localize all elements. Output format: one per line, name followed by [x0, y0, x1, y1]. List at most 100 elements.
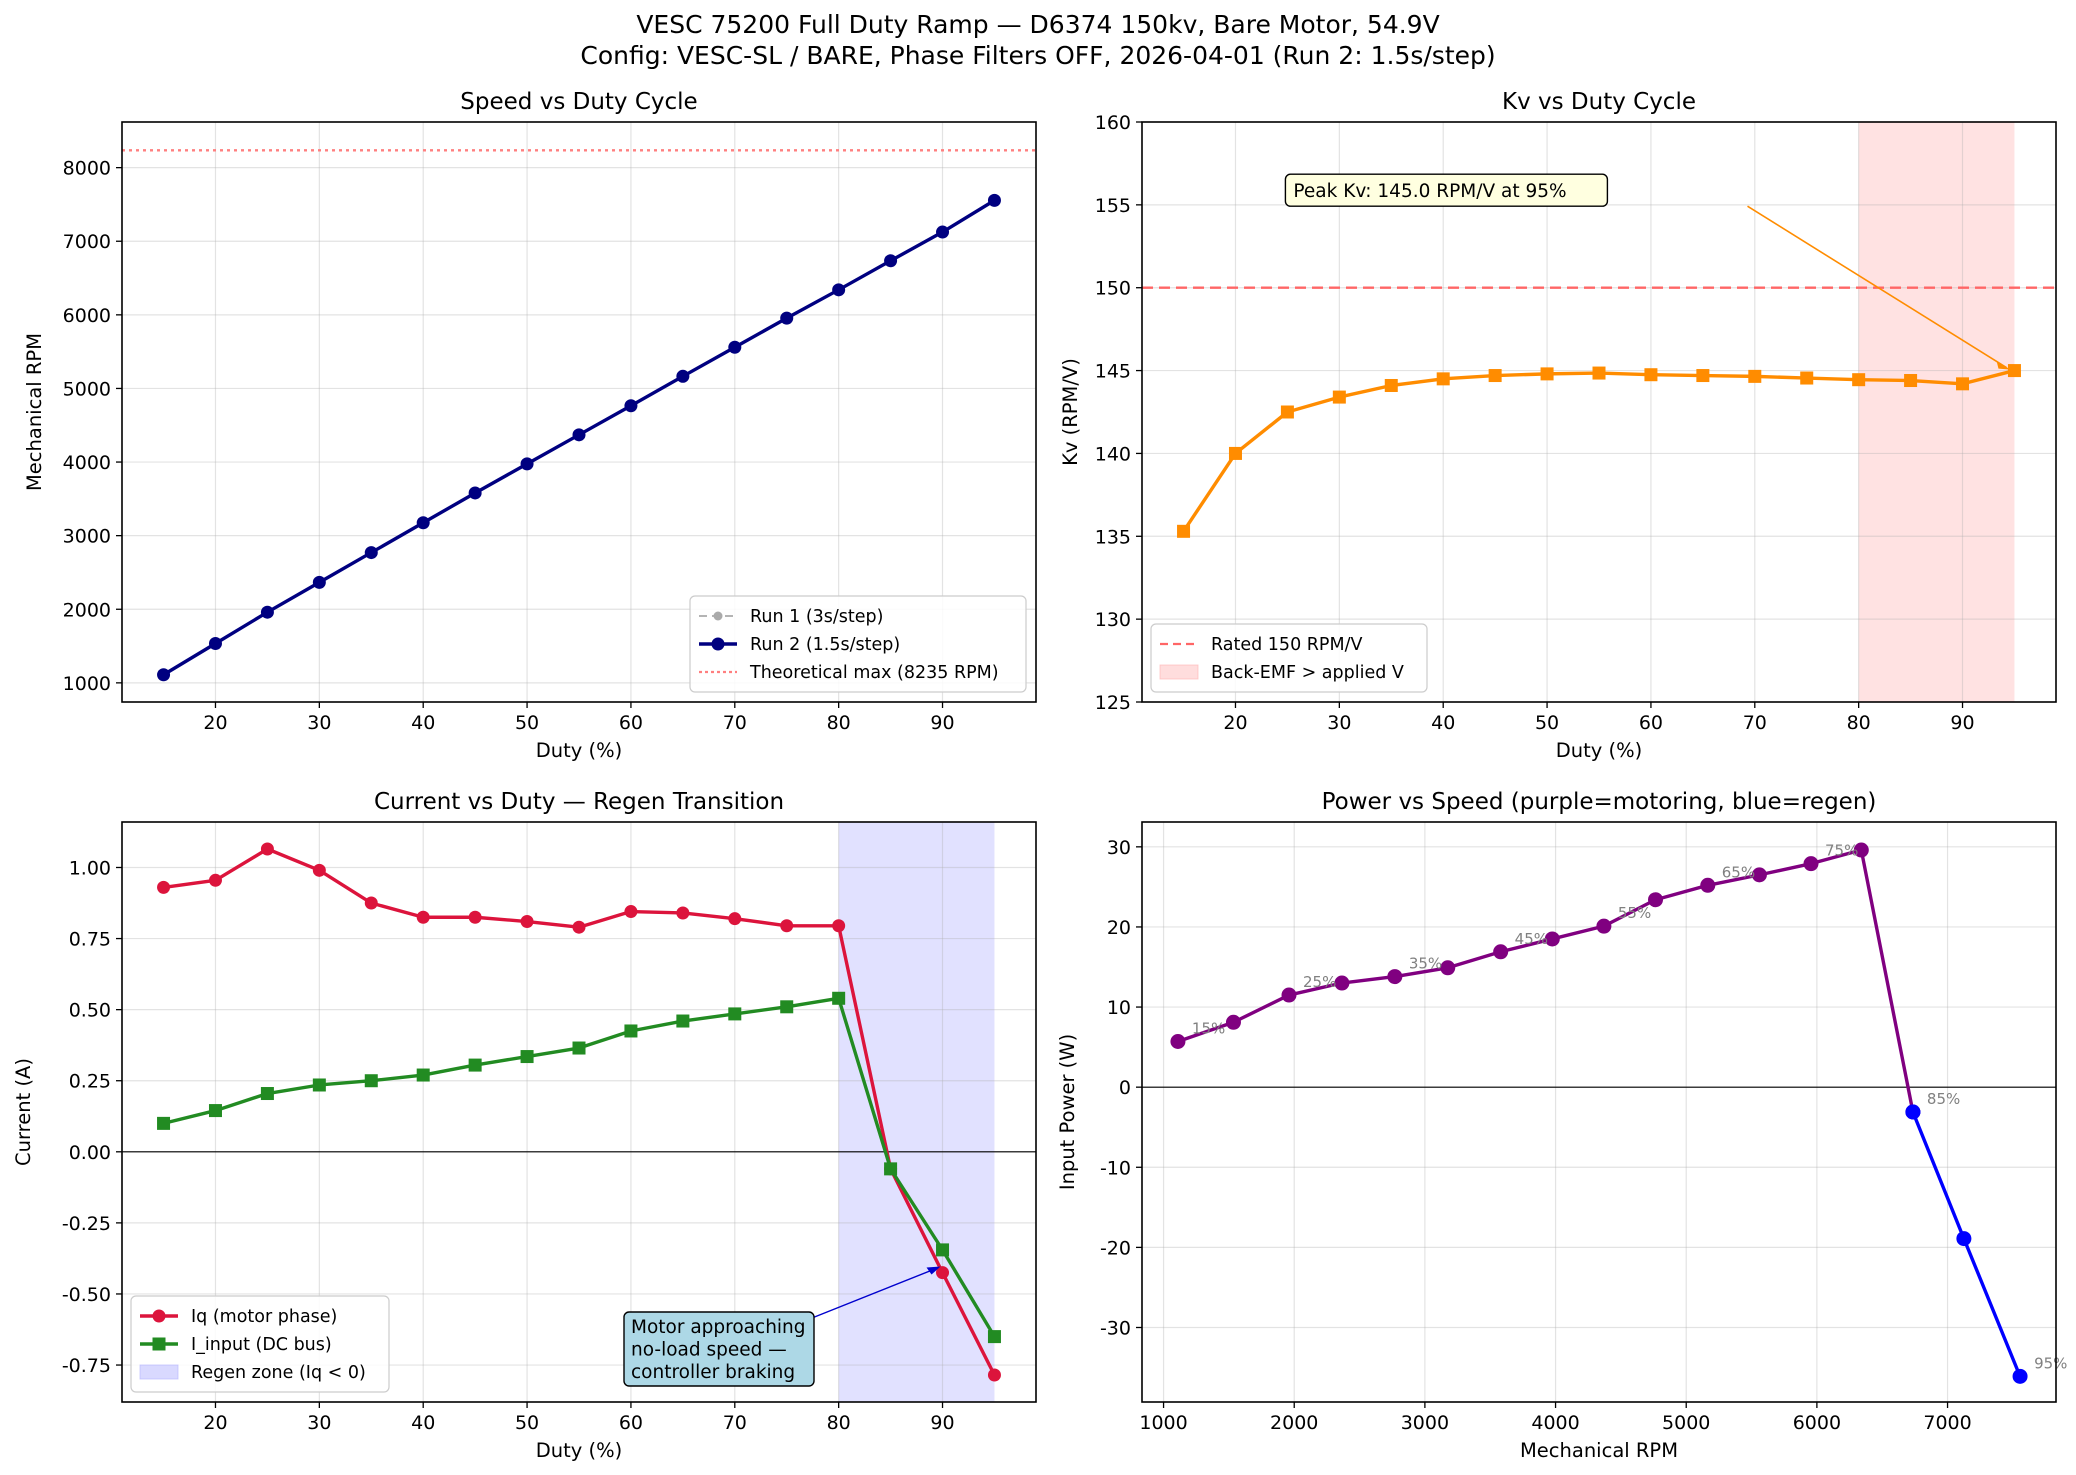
data-point — [884, 1162, 898, 1176]
x-axis-label: Duty (%) — [536, 739, 623, 762]
data-point — [572, 920, 586, 934]
x-tick-label: 60 — [1639, 712, 1663, 734]
data-point — [157, 880, 171, 894]
legend-label: Back-EMF > applied V — [1211, 663, 1404, 683]
legend-label: Run 2 (1.5s/step) — [750, 635, 900, 655]
data-point — [936, 1243, 950, 1257]
x-tick-label: 5000 — [1662, 1412, 1710, 1434]
current-vs-duty-panel: 20 30 40 50 60 70 80 90 -0.75 -0.50 -0.25 0.00 0.25 0… — [12, 789, 1037, 1462]
data-point — [572, 428, 586, 442]
x-tick-label: 7000 — [1923, 1412, 1971, 1434]
data-point — [468, 910, 482, 924]
data-point — [1281, 987, 1297, 1003]
x-axis-label: Duty (%) — [1556, 739, 1643, 762]
data-point — [936, 1266, 950, 1280]
x-axis-label: Duty (%) — [536, 1439, 623, 1462]
data-point — [1700, 877, 1716, 893]
y-tick-label: 160 — [1095, 112, 1131, 134]
data-point — [1853, 842, 1869, 858]
x-tick-label: 70 — [1743, 712, 1767, 734]
plot-frame — [1141, 821, 2057, 1403]
x-tick-label: 20 — [1223, 712, 1247, 734]
data-point — [1228, 446, 1242, 460]
data-point — [520, 1050, 534, 1064]
y-tick-label: 135 — [1095, 526, 1131, 548]
point-label: 25% — [1303, 973, 1336, 991]
y-tick-label: -0.50 — [62, 1284, 111, 1306]
data-point — [260, 605, 274, 619]
x-tick-label: 30 — [307, 712, 331, 734]
data-point — [312, 575, 326, 589]
y-axis-label: Kv (RPM/V) — [1059, 358, 1082, 466]
data-point — [1540, 367, 1554, 381]
data-point — [468, 1058, 482, 1072]
legend-marker — [711, 637, 725, 651]
data-point — [1956, 1231, 1972, 1247]
x-tick-label: 80 — [1847, 712, 1871, 734]
data-point — [1436, 372, 1450, 386]
annotation-arrowhead — [926, 1266, 941, 1275]
point-label: 75% — [1825, 842, 1858, 860]
legend-label: Regen zone (Iq < 0) — [191, 1363, 366, 1383]
x-tick-label: 90 — [1950, 712, 1974, 734]
legend-marker — [713, 611, 723, 621]
x-tick-label: 90 — [930, 712, 954, 734]
data-point — [1648, 892, 1664, 908]
y-tick-label: 1.00 — [69, 857, 111, 879]
x-tick-label: 80 — [827, 712, 851, 734]
axes-title: Current vs Duty — Regen Transition — [374, 789, 784, 815]
data-point — [364, 1074, 378, 1088]
x-tick-label: 60 — [619, 712, 643, 734]
x-tick-label: 40 — [1431, 712, 1455, 734]
y-tick-label: 10 — [1107, 997, 1131, 1019]
y-tick-label: 0.50 — [69, 1000, 111, 1022]
annotation-box — [1284, 173, 1609, 207]
legend-patch — [139, 1364, 179, 1380]
y-tick-label: 125 — [1095, 692, 1131, 714]
annotation-arrow — [811, 1266, 939, 1319]
legend-box — [1150, 623, 1428, 693]
legend-box — [130, 1295, 390, 1393]
y-axis-label: Current (A) — [12, 1058, 35, 1166]
y-tick-label: -20 — [1100, 1237, 1131, 1259]
legend-label: Theoretical max (8235 RPM) — [749, 663, 999, 683]
data-point — [312, 863, 326, 877]
legend-label: Rated 150 RPM/V — [1211, 635, 1362, 655]
annotation-text: Motor approaching no-load speed — controll… — [631, 1317, 806, 1383]
figure-title-line2: Config: VESC-SL / BARE, Phase Filters OF… — [580, 41, 1495, 70]
point-label: 55% — [1618, 904, 1651, 922]
data-point — [1387, 969, 1403, 985]
data-point — [676, 906, 690, 920]
data-point — [832, 991, 846, 1005]
data-point — [572, 1041, 586, 1055]
point-label: 85% — [1927, 1090, 1960, 1108]
figure-title-line1: VESC 75200 Full Duty Ramp — D6374 150kv,… — [636, 10, 1439, 39]
x-tick-label: 70 — [723, 1412, 747, 1434]
data-point — [624, 399, 638, 413]
data-point — [987, 193, 1001, 207]
y-tick-label: 2000 — [63, 599, 111, 621]
plot-frame — [1141, 121, 2057, 703]
plot-frame — [121, 121, 1037, 703]
data-point — [1488, 369, 1502, 383]
annotation-text: Peak Kv: 145.0 RPM/V at 95% — [1293, 181, 1566, 202]
data-point — [157, 1116, 171, 1130]
data-point — [1493, 944, 1509, 960]
x-tick-label: 30 — [1327, 712, 1351, 734]
data-point — [1334, 975, 1350, 991]
data-point — [1852, 373, 1866, 387]
x-tick-label: 20 — [203, 712, 227, 734]
annotation-box — [623, 1311, 815, 1387]
data-point — [1644, 368, 1658, 382]
annotation-arrow — [1747, 205, 2007, 369]
data-point — [520, 457, 534, 471]
y-tick-label: 145 — [1095, 361, 1131, 383]
data-point — [728, 912, 742, 926]
y-tick-label: 0 — [1119, 1077, 1131, 1099]
plot-area — [1177, 364, 2021, 538]
point-label: 35% — [1409, 955, 1442, 973]
data-point — [468, 486, 482, 500]
data-point — [780, 1000, 794, 1014]
data-point — [884, 254, 898, 268]
